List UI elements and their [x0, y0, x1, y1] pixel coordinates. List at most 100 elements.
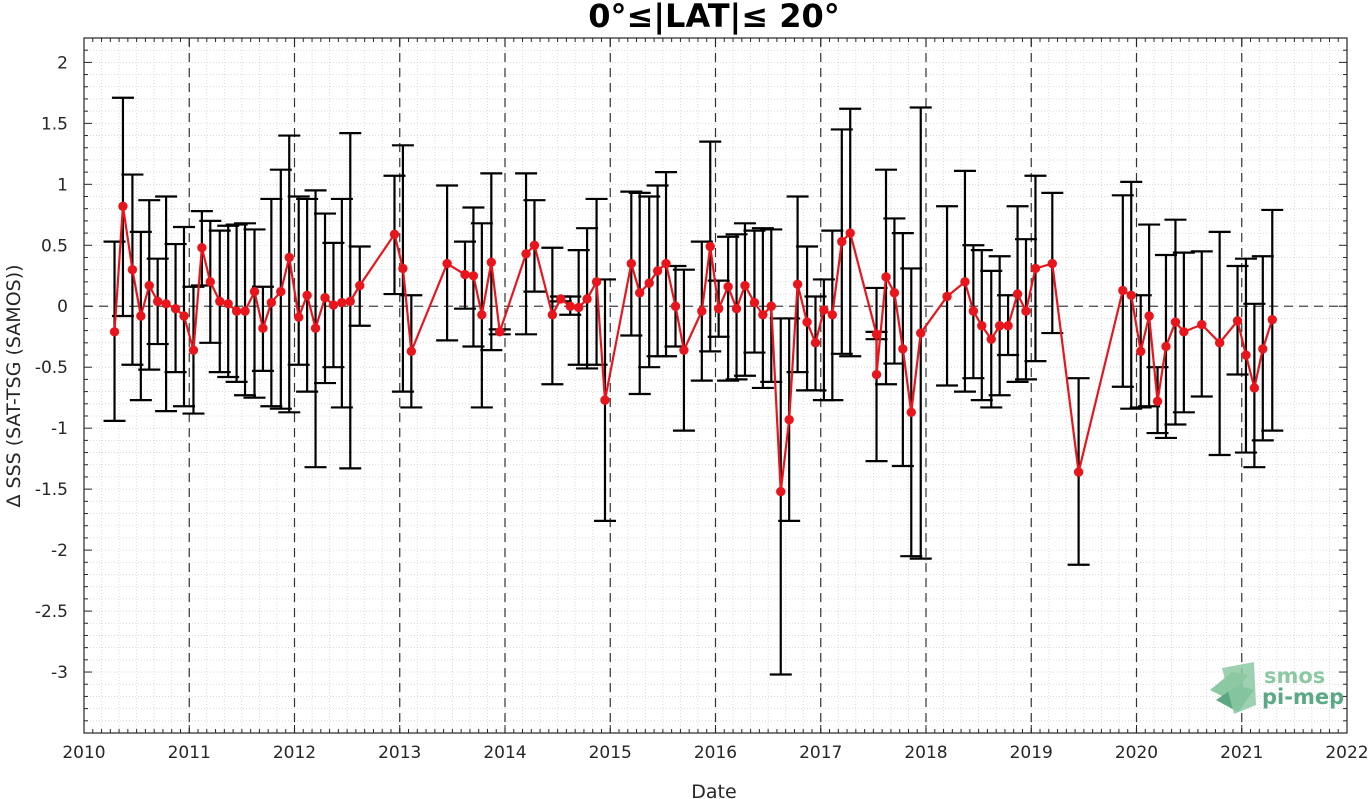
- data-point-6: [161, 299, 171, 309]
- data-point-49: [644, 278, 654, 288]
- data-point-92: [1126, 290, 1136, 300]
- axes-frame: [83, 37, 1348, 734]
- data-point-11: [205, 277, 216, 287]
- data-point-18: [266, 297, 277, 308]
- data-point-104: [1258, 344, 1268, 354]
- data-point-52: [670, 301, 681, 311]
- data-point-76: [898, 344, 908, 354]
- y-tick-label-neg1_5: -1.5: [35, 480, 68, 500]
- y-tick-label-0: 0: [57, 297, 68, 317]
- data-point-30: [398, 263, 408, 274]
- data-point-78: [916, 328, 926, 338]
- smos-pimep-logo: smos pi-mep: [1210, 662, 1344, 714]
- data-point-42: [565, 301, 575, 311]
- data-point-26: [337, 297, 347, 308]
- data-point-94: [1144, 311, 1154, 321]
- data-point-103: [1249, 383, 1260, 393]
- data-point-47: [626, 258, 636, 269]
- data-point-32: [442, 258, 452, 269]
- data-point-83: [986, 334, 996, 344]
- data-point-97: [1170, 317, 1181, 327]
- data-point-31: [406, 346, 417, 357]
- data-point-43: [573, 302, 584, 313]
- x-tick-labels: 2010 2011 2012 2013 2014 2015 2016 2017 2018 2019…: [62, 743, 1368, 763]
- data-point-59: [740, 280, 750, 291]
- data-point-20: [284, 252, 294, 263]
- data-point-8: [179, 311, 189, 321]
- data-point-81: [968, 306, 979, 316]
- data-point-45: [591, 277, 602, 287]
- y-tick-label-1_5: 1.5: [41, 114, 68, 134]
- data-point-15: [240, 306, 250, 316]
- data-point-61: [758, 310, 768, 320]
- x-tick-label-2017: 2017: [799, 743, 842, 763]
- data-point-65: [792, 279, 803, 289]
- error-bar-61: [751, 227, 774, 390]
- data-point-36: [486, 257, 497, 268]
- data-point-80: [960, 277, 970, 287]
- data-point-4: [144, 280, 154, 291]
- data-point-60: [749, 297, 760, 308]
- series-polyline: [113, 206, 1274, 492]
- y-tick-label-neg3: -3: [51, 663, 68, 683]
- data-point-79: [942, 291, 952, 302]
- data-point-17: [258, 323, 268, 333]
- data-point-102: [1241, 350, 1251, 360]
- data-point-93: [1136, 346, 1146, 357]
- data-point-57: [723, 282, 733, 292]
- x-axis-label: Date: [691, 781, 736, 799]
- data-point-66: [802, 317, 812, 327]
- data-point-14: [231, 306, 242, 316]
- data-point-34: [468, 271, 479, 281]
- x-tick-label-2018: 2018: [904, 743, 947, 763]
- data-point-90: [1073, 467, 1084, 477]
- data-point-64: [784, 414, 794, 425]
- data-point-67: [810, 338, 821, 348]
- data-point-25: [328, 300, 339, 310]
- data-point-0: [109, 327, 120, 337]
- data-point-91: [1118, 285, 1128, 296]
- error-bar-20: [278, 134, 301, 414]
- data-point-73: [871, 369, 882, 380]
- chart-title: 0°≤|LAT|≤ 20°: [588, 0, 839, 36]
- data-point-33: [460, 269, 470, 280]
- data-point-62: [766, 301, 776, 311]
- x-tick-label-2022: 2022: [1325, 743, 1368, 763]
- data-point-12: [215, 296, 225, 307]
- data-point-101: [1232, 316, 1243, 326]
- data-point-41: [556, 294, 566, 304]
- data-point-84: [994, 321, 1005, 331]
- data-point-100: [1214, 338, 1225, 348]
- data-point-46: [600, 395, 610, 405]
- data-point-98: [1179, 327, 1189, 337]
- y-tick-label-2: 2: [57, 53, 68, 73]
- error-bar-59: [733, 222, 756, 377]
- y-tick-label-neg1: -1: [51, 419, 68, 439]
- data-point-96: [1161, 341, 1171, 352]
- data-points: [109, 201, 1277, 497]
- y-tick-label-0_5: 0.5: [41, 236, 68, 256]
- year-gridlines: [188, 38, 1243, 733]
- data-point-35: [477, 310, 487, 320]
- x-tick-label-2020: 2020: [1115, 743, 1158, 763]
- data-point-38: [521, 249, 531, 259]
- data-point-39: [529, 240, 540, 250]
- data-point-58: [731, 303, 742, 314]
- data-point-55: [705, 241, 715, 252]
- data-point-21: [294, 312, 304, 322]
- data-point-9: [188, 345, 199, 355]
- data-point-70: [837, 236, 847, 247]
- data-point-74: [881, 272, 891, 282]
- x-tick-label-2015: 2015: [589, 743, 632, 763]
- data-point-24: [320, 293, 330, 303]
- data-point-23: [310, 323, 321, 333]
- data-point-10: [197, 243, 207, 253]
- data-point-86: [1012, 289, 1023, 299]
- data-point-28: [355, 280, 365, 291]
- x-tick-label-2019: 2019: [1010, 743, 1053, 763]
- series-line: [113, 206, 1274, 492]
- x-tick-label-2010: 2010: [62, 743, 105, 763]
- data-point-51: [661, 258, 671, 269]
- data-point-2: [127, 264, 138, 275]
